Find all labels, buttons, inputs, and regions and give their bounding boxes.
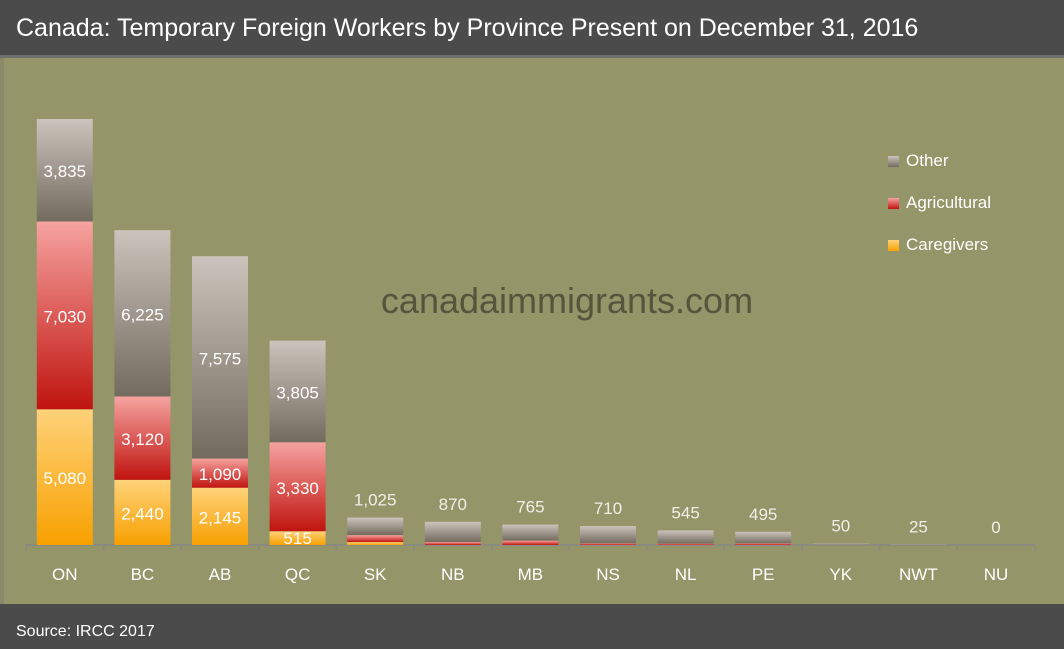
source-note: Source: IRCC 2017 (16, 623, 155, 640)
bar-SK-caregivers (347, 542, 404, 545)
bar-BC-other (114, 230, 171, 397)
title-bar: Canada: Temporary Foreign Workers by Pro… (0, 0, 1064, 58)
category-label: YK (829, 565, 852, 584)
bar-AB-caregivers (192, 487, 248, 545)
category-label: NWT (899, 565, 938, 584)
data-label: 3,805 (276, 383, 319, 402)
bar-MB-agricultural (502, 540, 559, 545)
bar-BC-agricultural (114, 396, 171, 480)
bar-AB-other (192, 256, 248, 459)
bar-MB-other (502, 524, 559, 541)
bar-NL-other (657, 530, 714, 544)
bar-ON-caregivers (36, 409, 93, 545)
legend-swatch (888, 155, 899, 167)
total-label: 870 (439, 495, 467, 514)
bar-NS-other (580, 526, 636, 544)
data-label: 3,330 (276, 479, 319, 498)
category-label: AB (209, 565, 232, 584)
category-label: NU (984, 565, 1009, 584)
bar-NB-other (424, 521, 481, 543)
bar-SK-agricultural (347, 535, 404, 543)
category-label: BC (131, 565, 155, 584)
category-label: SK (364, 565, 387, 584)
bar-QC-caregivers (269, 531, 326, 545)
bar-NB-agricultural (424, 542, 481, 545)
category-label: NB (441, 565, 465, 584)
data-label: 7,575 (199, 349, 242, 368)
legend-swatch (888, 239, 899, 251)
legend-label: Agricultural (906, 193, 992, 212)
bar-ON-other (36, 119, 93, 222)
bar-QC-agricultural (269, 442, 326, 532)
bar-PE-other (735, 531, 792, 544)
category-label: NL (675, 565, 697, 584)
legend-label: Other (906, 151, 949, 170)
category-label: QC (285, 565, 311, 584)
legend-swatch (888, 197, 899, 209)
bar-NL-agricultural (657, 543, 714, 545)
legend-item-other: Other (888, 151, 949, 171)
left-border (0, 58, 4, 604)
watermark: canadaimmigrants.com (380, 280, 754, 321)
total-label: 0 (991, 518, 1000, 537)
total-label: 495 (749, 505, 777, 524)
bar-ON-agricultural (36, 221, 93, 410)
bar-BC-caregivers (114, 479, 171, 545)
category-label: NS (596, 565, 620, 584)
data-label: 515 (283, 529, 311, 548)
data-label: 2,440 (121, 504, 164, 523)
total-label: 25 (909, 517, 928, 536)
bar-AB-agricultural (192, 458, 248, 488)
category-label: MB (518, 565, 544, 584)
footer-bar: Source: IRCC 2017 (0, 604, 1064, 649)
bar-PE-agricultural (735, 543, 792, 545)
data-label: 6,225 (121, 305, 164, 324)
total-label: 50 (831, 517, 850, 536)
total-label: 710 (594, 499, 622, 518)
category-label: PE (752, 565, 775, 584)
data-label: 3,120 (121, 430, 164, 449)
data-label: 5,080 (44, 469, 87, 488)
category-label: ON (52, 565, 78, 584)
legend-item-caregivers: Caregivers (888, 235, 988, 255)
bar-SK-other (347, 517, 404, 536)
total-label: 1,025 (354, 491, 397, 510)
bar-NWT-other (890, 544, 947, 545)
data-label: 1,090 (199, 465, 242, 484)
total-label: 545 (671, 503, 699, 522)
data-label: 2,145 (199, 508, 242, 527)
chart-title: Canada: Temporary Foreign Workers by Pro… (16, 14, 919, 42)
legend-item-agricultural: Agricultural (888, 193, 991, 213)
bar-YK-other (812, 543, 869, 545)
data-label: 7,030 (44, 307, 87, 326)
total-label: 765 (516, 498, 544, 517)
bar-QC-other (269, 340, 326, 443)
data-label: 3,835 (44, 162, 87, 181)
bar-NS-agricultural (580, 543, 636, 545)
legend-label: Caregivers (906, 235, 989, 254)
